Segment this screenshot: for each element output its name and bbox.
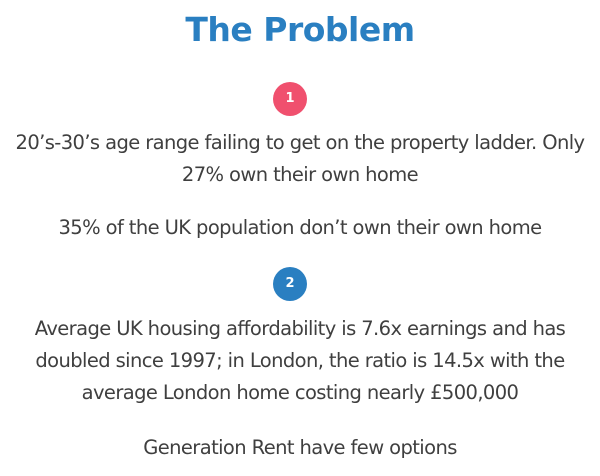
step-2-badge: 2 xyxy=(273,267,307,301)
problem-point-2-line-2: doubled since 1997; in London, the ratio… xyxy=(35,349,565,372)
problem-point-2: Average UK housing affordability is 7.6x… xyxy=(0,313,600,409)
step-1-badge: 1 xyxy=(273,82,307,116)
page-title: The Problem xyxy=(185,10,415,49)
problem-point-2-line-3: average London home costing nearly £500,… xyxy=(81,381,519,404)
problem-point-1-line-1: 20’s-30’s age range failing to get on th… xyxy=(15,131,586,154)
closing-statement: Generation Rent have few options xyxy=(143,436,457,459)
problem-point-1: 20’s-30’s age range failing to get on th… xyxy=(0,127,600,191)
problem-point-1-line-2: 27% own their own home xyxy=(181,163,419,186)
problem-point-2-line-1: Average UK housing affordability is 7.6x… xyxy=(34,317,566,340)
ownership-stat: 35% of the UK population don’t own their… xyxy=(58,216,542,239)
